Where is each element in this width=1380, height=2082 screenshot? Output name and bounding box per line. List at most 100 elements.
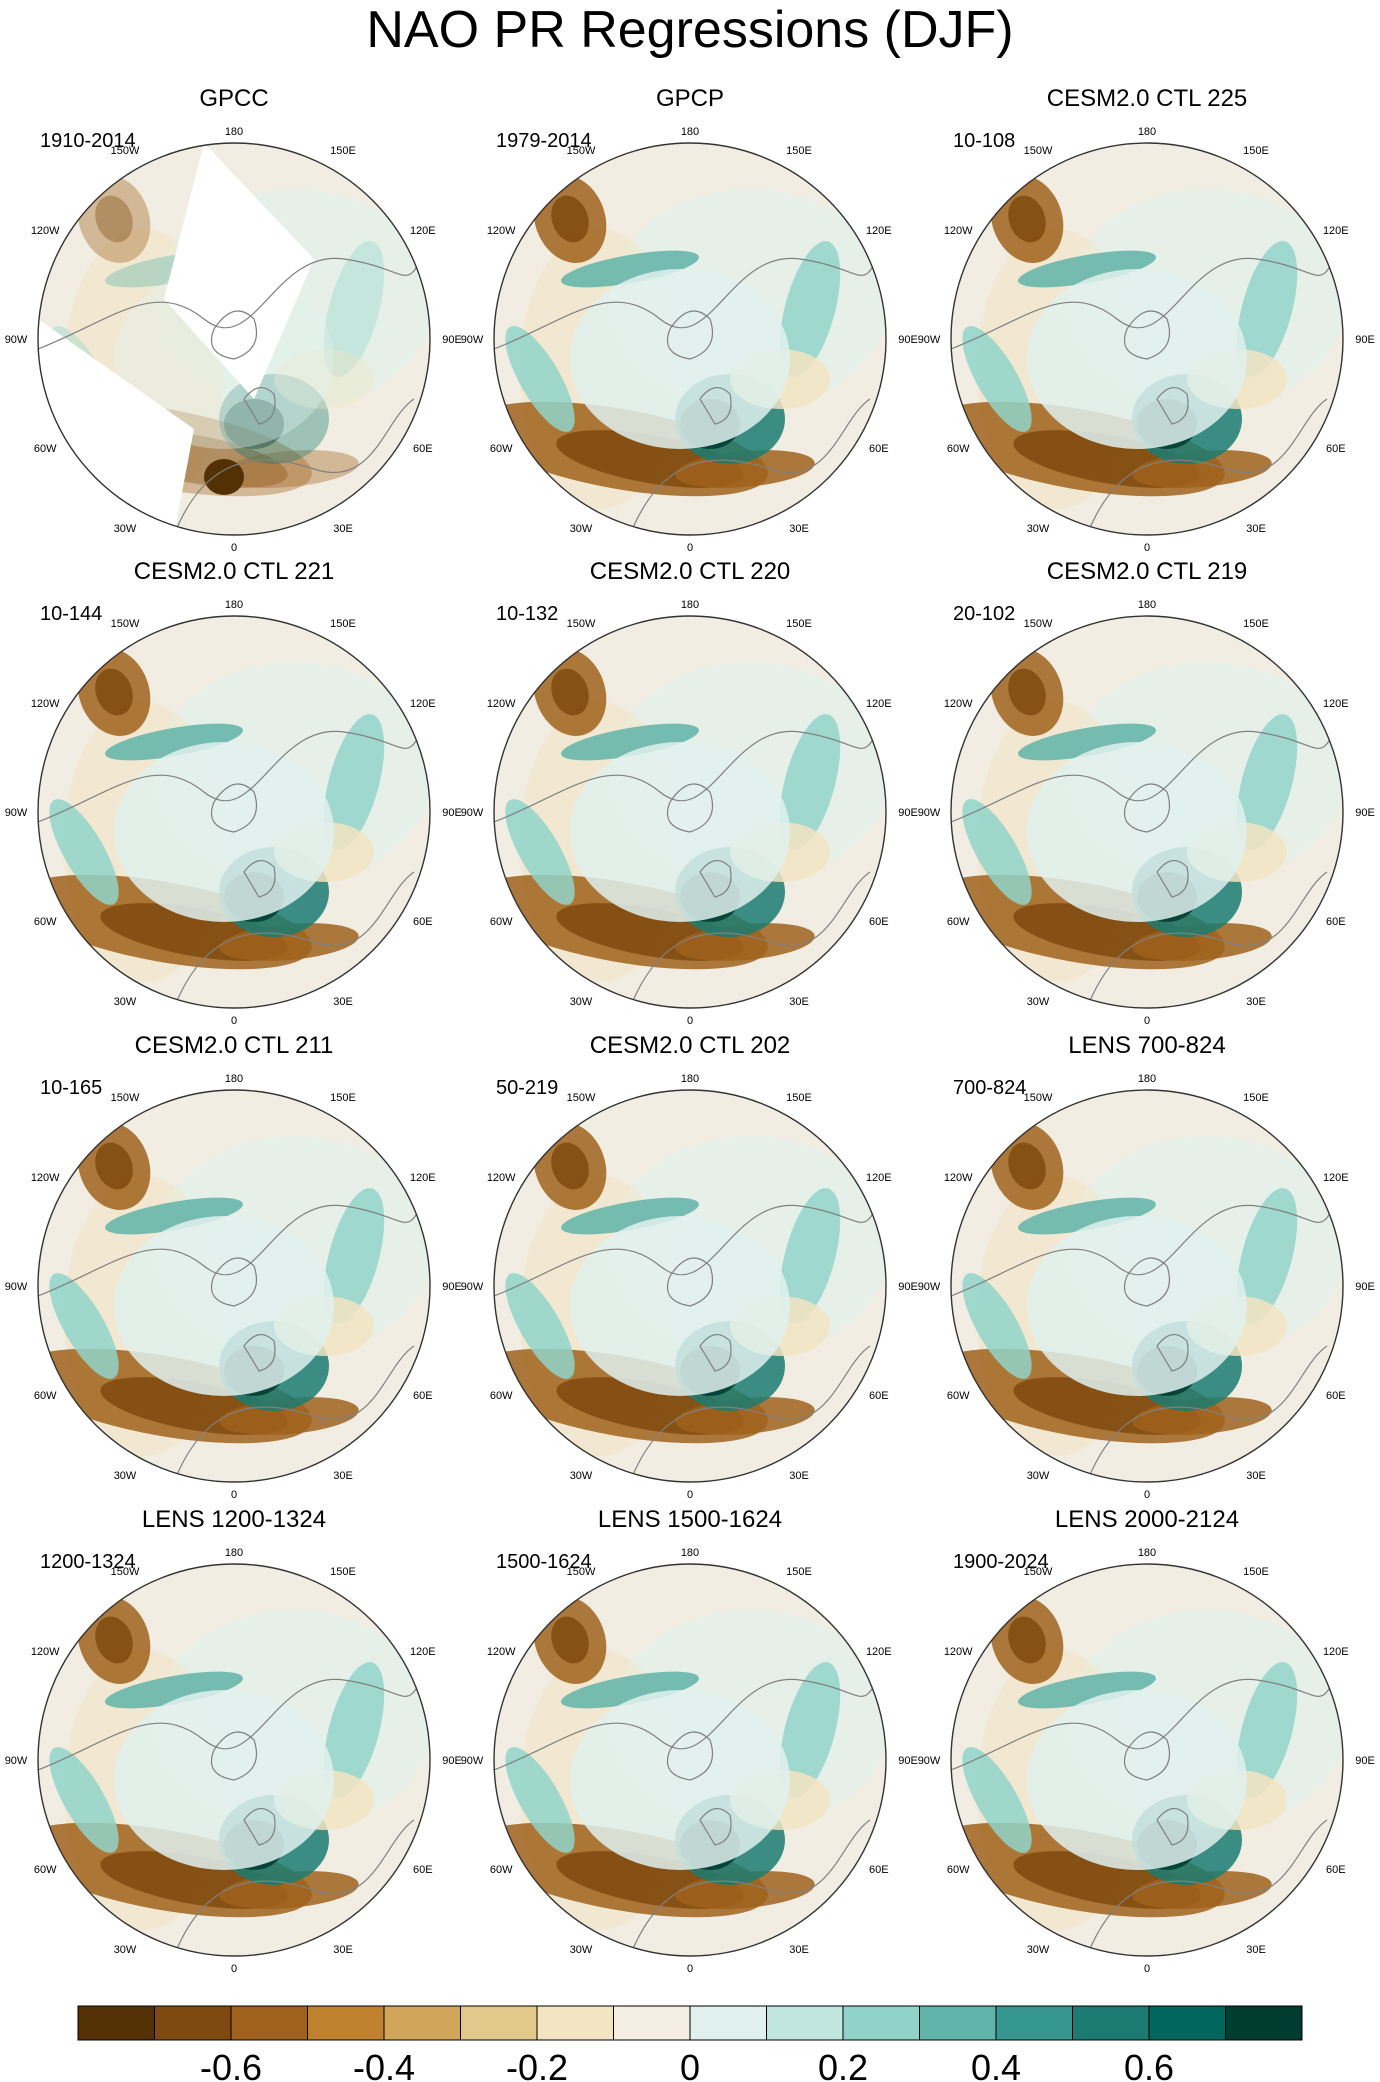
panel-period: 10-165 — [40, 1077, 102, 1099]
coastlines — [494, 1659, 886, 1956]
longitude-label: 30E — [1246, 1944, 1266, 1956]
colorbar-tick-label: -0.4 — [353, 2047, 415, 2082]
longitude-label: 90E — [898, 1755, 918, 1767]
coastlines — [38, 238, 430, 535]
map-boundary — [493, 1089, 887, 1483]
longitude-label: 30E — [789, 523, 809, 535]
map-panel: CESM2.0 CTL 219 20-102 180 150E 120E 90E 60E 30… — [918, 558, 1375, 1027]
longitude-label: 0 — [231, 1015, 237, 1027]
colorbar-tick-label: 0.6 — [1124, 2047, 1174, 2082]
longitude-label: 60W — [490, 1390, 513, 1402]
longitude-label: 30W — [570, 1470, 593, 1482]
longitude-label: 120E — [410, 225, 436, 237]
longitude-label: 90W — [5, 1281, 28, 1293]
colorbar-swatch — [77, 2005, 155, 2041]
longitude-label: 90E — [1355, 334, 1375, 346]
precip-field — [951, 1564, 1343, 1956]
longitude-label: 120W — [31, 1172, 60, 1184]
longitude-label: 150W — [567, 1566, 596, 1578]
longitude-label: 60W — [34, 443, 57, 455]
longitude-label: 60E — [413, 443, 433, 455]
longitude-label: 90W — [918, 807, 941, 819]
figure-title: NAO PR Regressions (DJF) — [366, 1, 1014, 59]
panel-period: 1900-2024 — [953, 1551, 1049, 1573]
panel-period: 10-108 — [953, 130, 1015, 152]
precip-field — [494, 1564, 886, 1956]
colorbar-swatch — [1225, 2005, 1303, 2041]
longitude-label: 30E — [1246, 523, 1266, 535]
coastlines — [494, 238, 886, 535]
coastlines — [494, 1185, 886, 1482]
coastlines — [494, 711, 886, 1008]
longitude-label: 30E — [1246, 1470, 1266, 1482]
longitude-label: 150E — [1243, 145, 1269, 157]
longitude-label: 60E — [1326, 443, 1346, 455]
colorbar-swatch — [154, 2005, 232, 2041]
longitude-label: 60W — [947, 1864, 970, 1876]
longitude-label: 0 — [687, 1489, 693, 1501]
colorbar-swatch — [383, 2005, 461, 2041]
longitude-label: 60W — [34, 1864, 57, 1876]
longitude-label: 180 — [1138, 1073, 1156, 1085]
panel-period: 1200-1324 — [40, 1551, 136, 1573]
colorbar-tick-label: 0 — [680, 2047, 700, 2082]
longitude-label: 90W — [461, 1281, 484, 1293]
longitude-label: 60W — [947, 916, 970, 928]
longitude-label: 60E — [1326, 1864, 1346, 1876]
panel-period: 50-219 — [496, 1077, 558, 1099]
colorbar-tick-label: 0.4 — [971, 2047, 1021, 2082]
longitude-label: 30E — [789, 1470, 809, 1482]
longitude-label: 30W — [114, 996, 137, 1008]
panel-period: 1979-2014 — [496, 130, 592, 152]
longitude-label: 30W — [1027, 523, 1050, 535]
longitude-label: 180 — [681, 126, 699, 138]
colorbar-tick-label: 0.2 — [818, 2047, 868, 2082]
longitude-label: 90E — [1355, 1281, 1375, 1293]
panel-title: GPCP — [656, 85, 724, 112]
longitude-label: 120E — [866, 698, 892, 710]
longitude-label: 90E — [442, 1755, 462, 1767]
longitude-label: 30E — [1246, 996, 1266, 1008]
map-boundary — [37, 1089, 431, 1483]
longitude-label: 150W — [111, 145, 140, 157]
longitude-label: 90E — [442, 807, 462, 819]
longitude-label: 90W — [5, 1755, 28, 1767]
colorbar-swatch — [689, 2005, 767, 2041]
longitude-label: 30E — [333, 996, 353, 1008]
map-panel: LENS 1200-1324 1200-1324 180 150E 120E 90E 60E… — [5, 1506, 462, 1975]
coastlines — [951, 711, 1343, 1008]
map-boundary — [37, 615, 431, 1009]
longitude-label: 120E — [1323, 225, 1349, 237]
precip-field — [951, 143, 1343, 535]
longitude-label: 90E — [442, 334, 462, 346]
map-boundary — [950, 1089, 1344, 1483]
longitude-label: 120W — [944, 698, 973, 710]
longitude-label: 150E — [330, 1092, 356, 1104]
longitude-label: 0 — [687, 1015, 693, 1027]
longitude-label: 0 — [231, 542, 237, 554]
longitude-label: 0 — [1144, 1015, 1150, 1027]
longitude-label: 120W — [487, 225, 516, 237]
panel-title: CESM2.0 CTL 221 — [134, 558, 335, 585]
longitude-label: 150W — [567, 618, 596, 630]
longitude-label: 150W — [111, 1092, 140, 1104]
longitude-label: 120W — [944, 1172, 973, 1184]
longitude-label: 60E — [413, 916, 433, 928]
longitude-label: 150W — [567, 145, 596, 157]
longitude-label: 90E — [898, 807, 918, 819]
map-panel: LENS 1500-1624 1500-1624 180 150E 120E 90E 60E… — [461, 1506, 918, 1975]
panel-period: 10-132 — [496, 603, 558, 625]
coastlines — [951, 238, 1343, 535]
longitude-label: 150E — [330, 145, 356, 157]
longitude-label: 0 — [231, 1489, 237, 1501]
longitude-label: 60W — [490, 916, 513, 928]
map-boundary — [950, 615, 1344, 1009]
longitude-label: 120E — [1323, 1172, 1349, 1184]
longitude-label: 60W — [947, 443, 970, 455]
longitude-label: 30E — [789, 996, 809, 1008]
longitude-label: 30E — [333, 523, 353, 535]
longitude-label: 90E — [1355, 1755, 1375, 1767]
longitude-label: 30W — [114, 523, 137, 535]
map-panel: CESM2.0 CTL 211 10-165 180 150E 120E 90E 60E 30… — [5, 1032, 462, 1501]
longitude-label: 180 — [681, 599, 699, 611]
